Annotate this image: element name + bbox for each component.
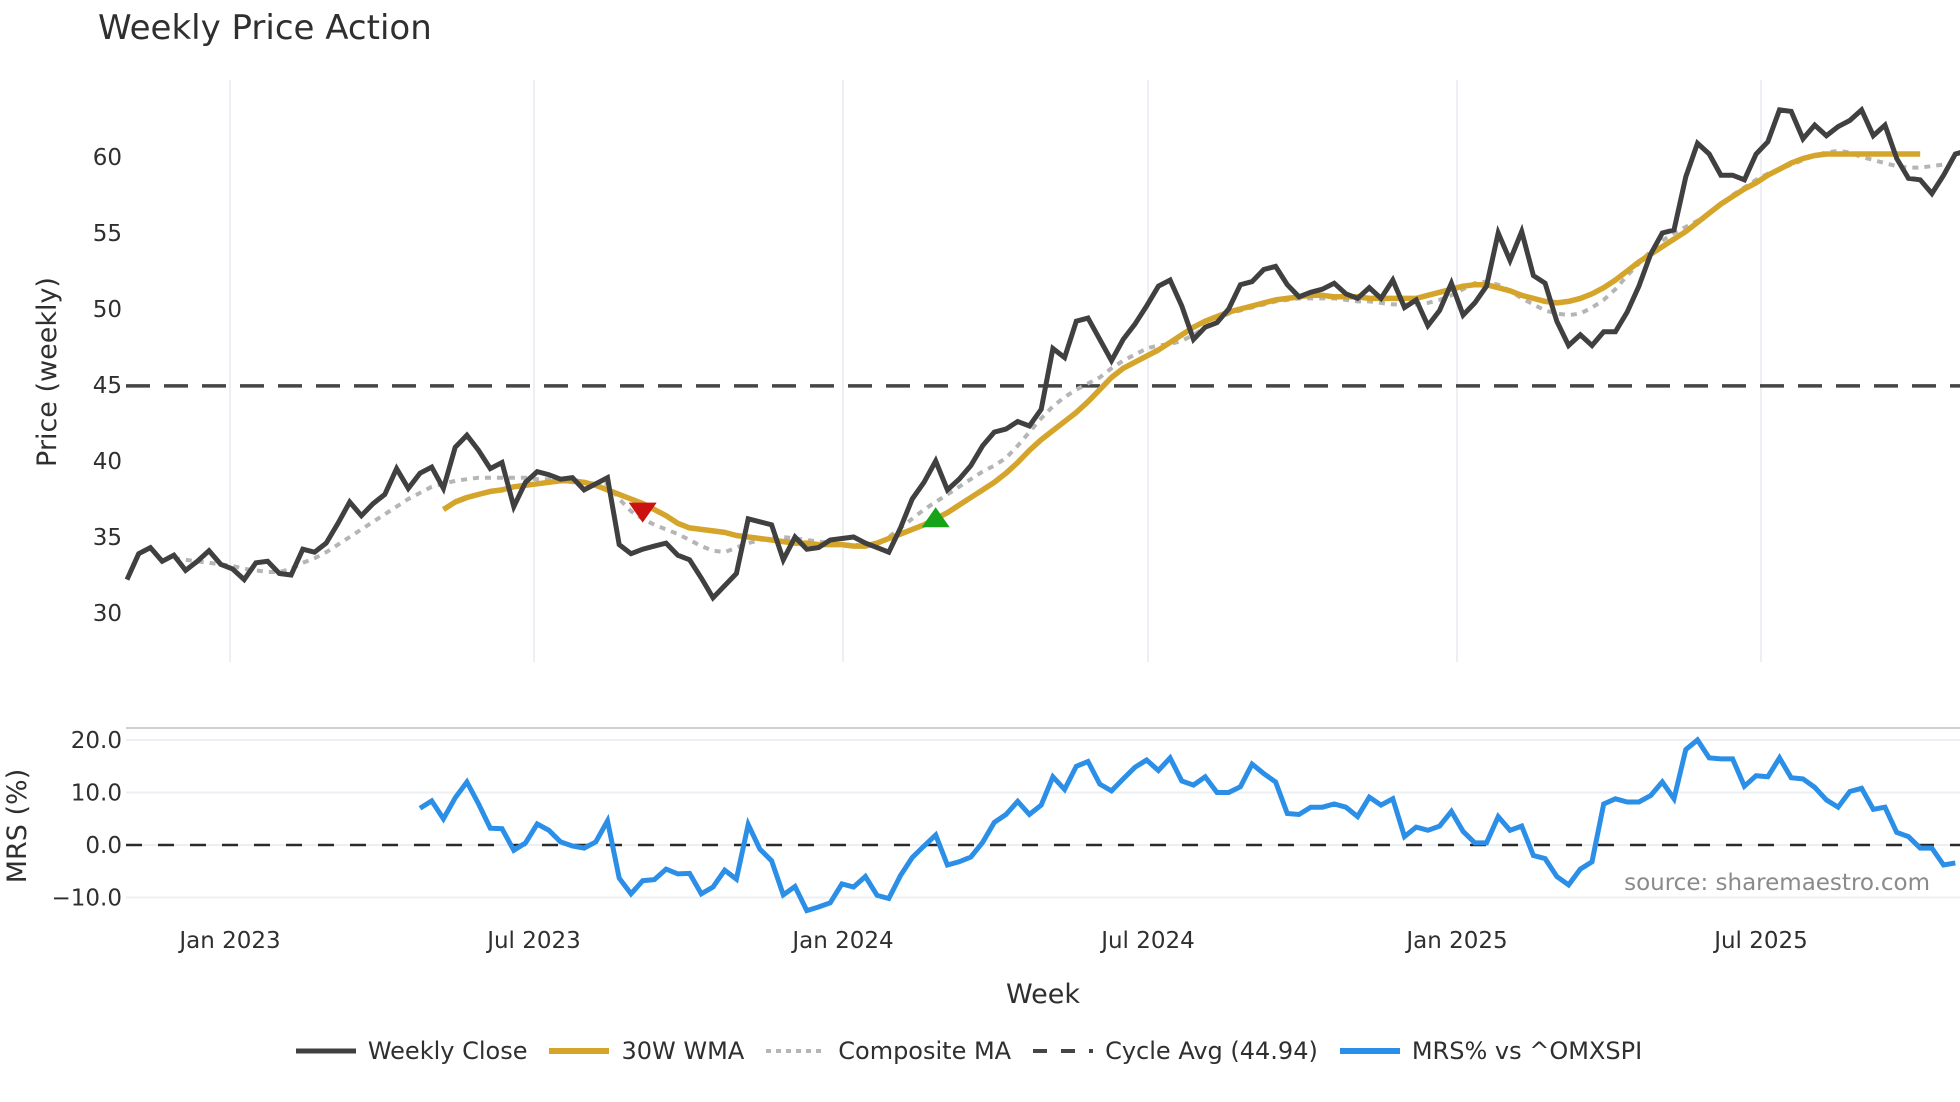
legend-label: Composite MA — [838, 1037, 1012, 1065]
legend-item-composite-ma[interactable]: Composite MA — [766, 1036, 1011, 1066]
y-tick-label: 0.0 — [85, 833, 122, 859]
y-tick-label: 20.0 — [71, 728, 122, 754]
y-tick-label: 10.0 — [71, 781, 122, 807]
legend-label: Cycle Avg (44.94) — [1105, 1037, 1318, 1065]
price-y-axis-ticks: 30 35 40 45 50 55 60 — [93, 145, 122, 627]
x-tick-label: Jul 2024 — [1099, 928, 1195, 954]
dashed-line-swatch-icon — [1033, 1049, 1094, 1053]
wma-30w-line — [441, 151, 1921, 549]
solid-line-swatch-icon — [1339, 1048, 1400, 1054]
legend-item-cycle-avg[interactable]: Cycle Avg (44.94) — [1033, 1036, 1318, 1066]
legend-label: MRS% vs ^OMXSPI — [1411, 1037, 1643, 1065]
y-tick-label: 50 — [93, 297, 122, 323]
x-tick-label: Jan 2024 — [790, 928, 893, 954]
sell-signal-marker — [628, 502, 657, 523]
weekly-close-line — [124, 105, 1960, 602]
x-tick-label: Jan 2025 — [1404, 928, 1507, 954]
legend: Weekly Close 30W WMA Composite MA Cycle … — [0, 1036, 1960, 1066]
y-tick-label: 30 — [93, 601, 122, 627]
solid-line-swatch-icon — [295, 1048, 356, 1054]
x-axis-title: Week — [1006, 979, 1080, 1010]
dotted-line-swatch-icon — [766, 1049, 827, 1053]
buy-signal-marker — [921, 507, 950, 528]
y-tick-label: 45 — [93, 373, 122, 399]
source-note: source: sharemaestro.com — [1624, 870, 1930, 896]
x-tick-label: Jul 2023 — [485, 928, 581, 954]
chart-title: Weekly Price Action — [98, 8, 432, 48]
x-axis-ticks: Jan 2023 Jul 2023 Jan 2024 Jul 2024 Jan 2025… — [177, 928, 1807, 954]
y-tick-label: 35 — [93, 525, 122, 551]
y-tick-label: 60 — [93, 145, 122, 171]
x-tick-label: Jul 2025 — [1712, 928, 1808, 954]
legend-item-30w-wma[interactable]: 30W WMA — [549, 1036, 744, 1066]
mrs-y-axis-title: MRS (%) — [2, 769, 33, 884]
legend-label: 30W WMA — [621, 1037, 745, 1065]
legend-item-weekly-close[interactable]: Weekly Close — [295, 1036, 528, 1066]
y-tick-label: 40 — [93, 449, 122, 475]
price-y-axis-title: Price (weekly) — [32, 277, 63, 467]
y-tick-label: −10.0 — [52, 886, 122, 912]
legend-item-mrs[interactable]: MRS% vs ^OMXSPI — [1339, 1036, 1643, 1066]
x-tick-label: Jan 2023 — [177, 928, 280, 954]
vertical-gridlines — [229, 80, 1762, 662]
mrs-y-axis-ticks: −10.0 0.0 10.0 20.0 — [52, 728, 122, 912]
mrs-line — [418, 736, 1956, 914]
solid-line-swatch-icon — [549, 1048, 610, 1054]
y-tick-label: 55 — [93, 221, 122, 247]
legend-label: Weekly Close — [367, 1037, 528, 1065]
